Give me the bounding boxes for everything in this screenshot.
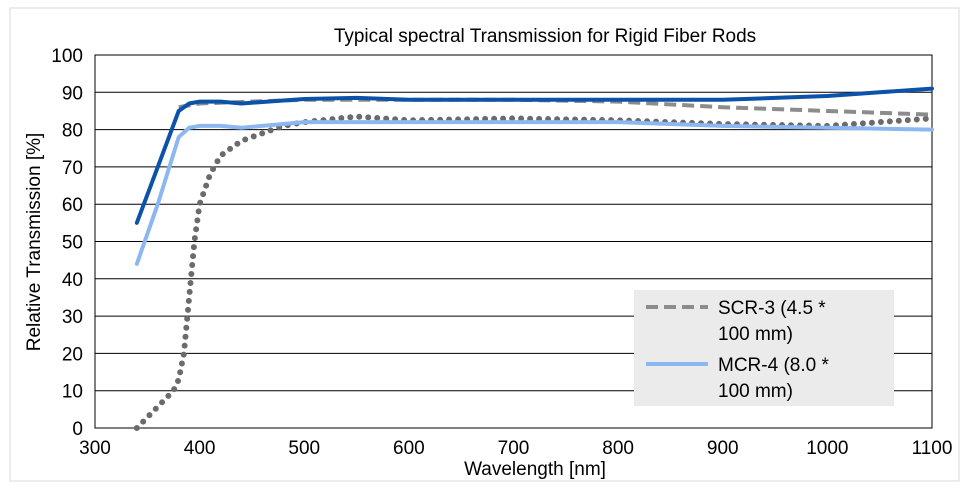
x-tick-label: 300 bbox=[79, 438, 111, 459]
x-tick-label: 400 bbox=[184, 438, 216, 459]
series-line-0 bbox=[133, 113, 935, 431]
x-tick-labels: 300 400 500 600 700 800 900 1000 1100 bbox=[79, 438, 952, 459]
y-tick-label: 10 bbox=[62, 382, 83, 403]
x-tick-label: 600 bbox=[393, 438, 425, 459]
x-tick-label: 1000 bbox=[806, 438, 848, 459]
y-tick-label: 30 bbox=[62, 307, 83, 328]
grid-lines bbox=[95, 91, 932, 392]
y-axis-label: Relative Transmission [%] bbox=[24, 133, 45, 352]
x-tick-label: 900 bbox=[707, 438, 739, 459]
y-tick-label: 80 bbox=[62, 121, 83, 142]
series-line-1 bbox=[134, 86, 934, 225]
x-tick-label: 700 bbox=[498, 438, 530, 459]
y-tick-label: 60 bbox=[62, 195, 83, 216]
series-line-3 bbox=[134, 120, 934, 266]
legend: SCR-3 (4.5 * 100 mm) MCR-4 (8.0 * 100 mm… bbox=[634, 290, 894, 406]
y-tick-label: 100 bbox=[51, 46, 83, 67]
series-lines bbox=[133, 86, 935, 431]
plot-area-border bbox=[94, 54, 933, 429]
legend-label-scr3-line2: 100 mm) bbox=[718, 324, 793, 345]
y-tick-labels: 0 10 20 30 40 50 60 70 80 90 100 bbox=[51, 46, 83, 440]
chart-border bbox=[9, 7, 960, 482]
y-tick-label: 40 bbox=[62, 270, 83, 291]
legend-label-scr3-line1: SCR-3 (4.5 * bbox=[718, 298, 826, 319]
y-tick-label: 70 bbox=[62, 158, 83, 179]
legend-label-mcr4-line2: 100 mm) bbox=[718, 381, 793, 402]
x-tick-label: 500 bbox=[288, 438, 320, 459]
x-tick-label: 800 bbox=[602, 438, 634, 459]
y-tick-label: 20 bbox=[62, 344, 83, 365]
x-tick-label: 1100 bbox=[912, 438, 953, 459]
chart-title: Typical spectral Transmission for Rigid … bbox=[334, 26, 756, 47]
y-tick-label: 0 bbox=[72, 419, 83, 440]
legend-label-mcr4-line1: MCR-4 (8.0 * bbox=[718, 355, 829, 376]
y-tick-label: 90 bbox=[62, 83, 83, 104]
legend-box bbox=[634, 290, 894, 406]
y-tick-label: 50 bbox=[62, 233, 83, 254]
x-axis-label: Wavelength [nm] bbox=[464, 459, 606, 480]
